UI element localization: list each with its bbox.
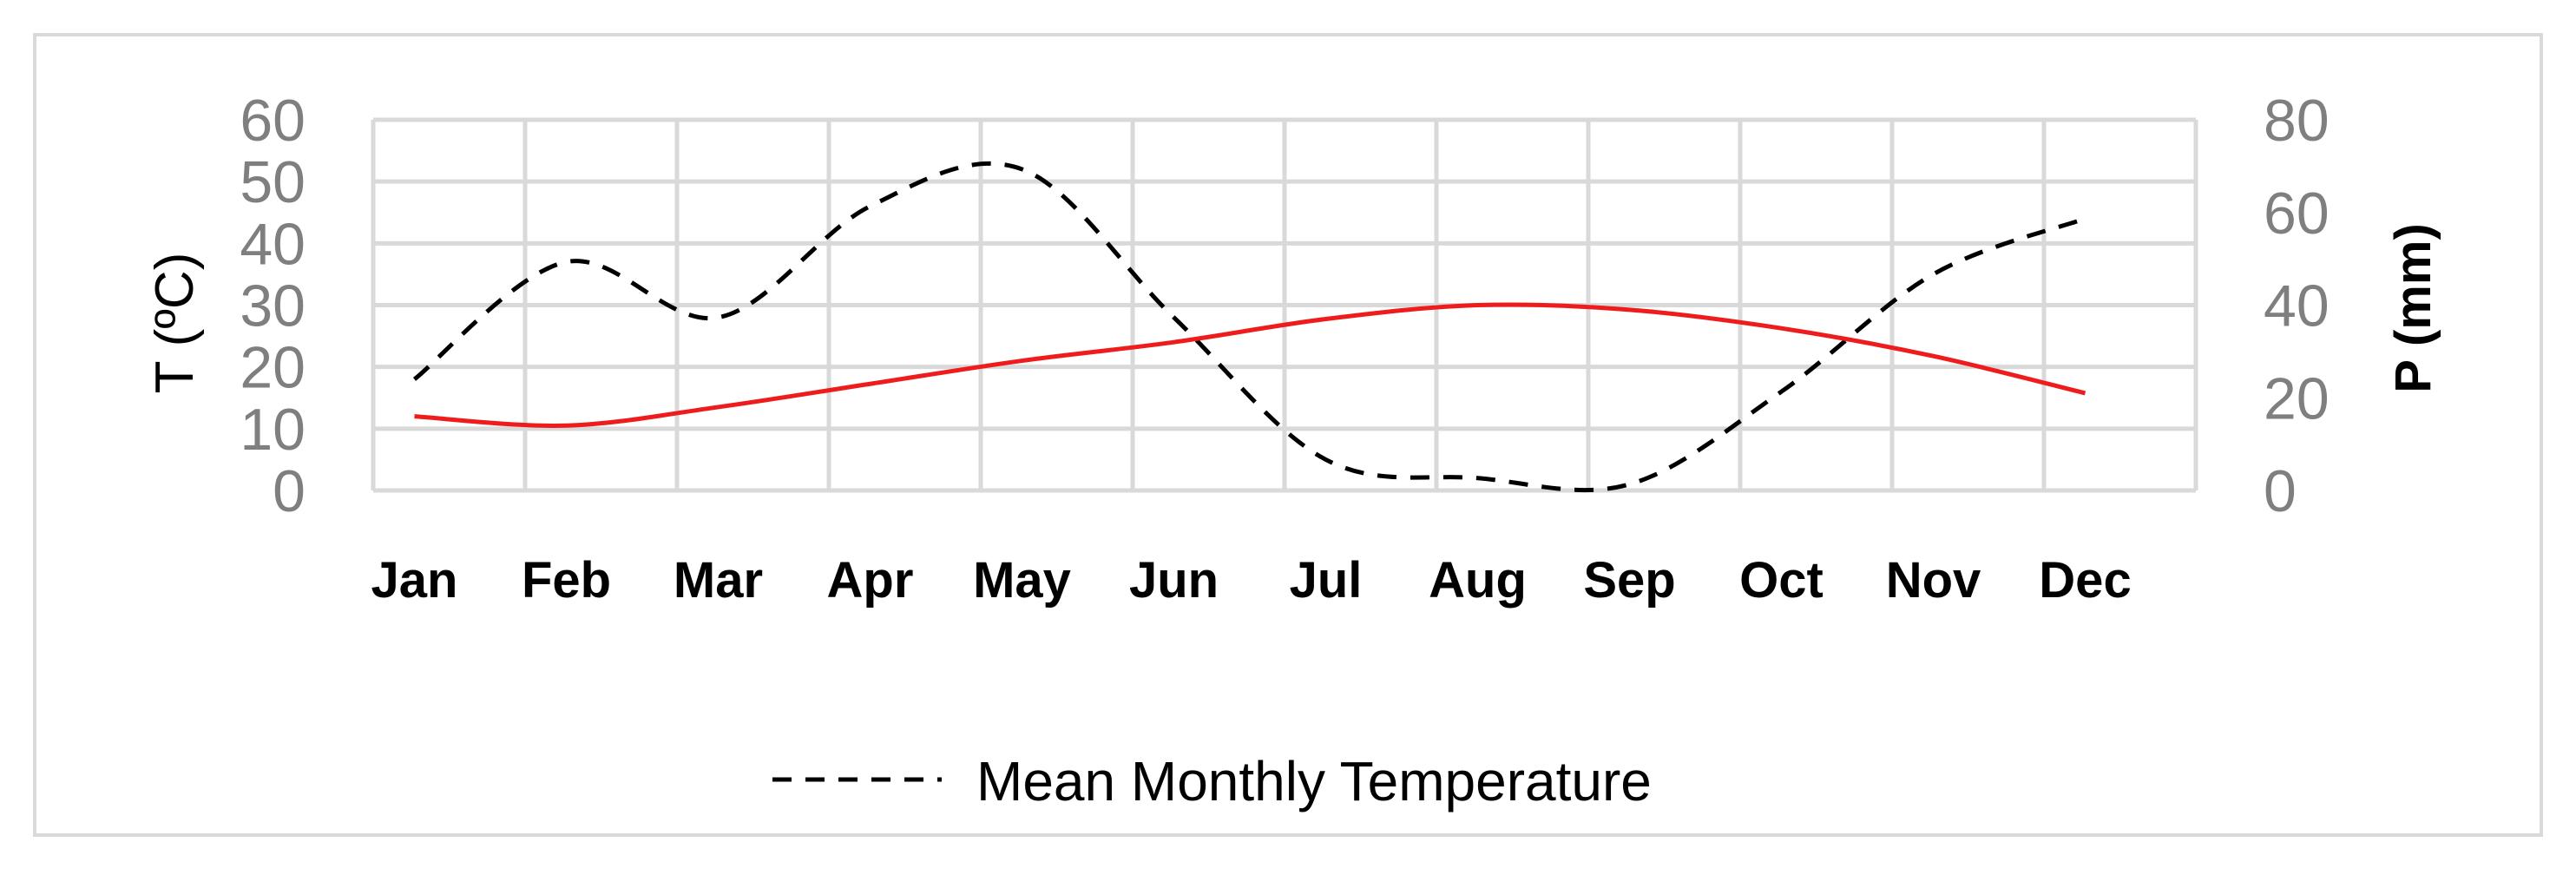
left-tick-label: 40 — [240, 211, 306, 277]
precipitation-series-line — [414, 302, 2086, 428]
right-axis-title: P (mm) — [2385, 223, 2441, 393]
right-tick-label: 20 — [2264, 365, 2330, 431]
x-tick-label: Sep — [1583, 552, 1675, 609]
x-axis-ticks: Jan Feb Mar Apr May Jun Jul Aug Sep Oct Nov Dec — [371, 552, 2132, 609]
x-tick-label: Jun — [1129, 552, 1219, 609]
right-axis-ticks: 0 20 40 60 80 — [2264, 88, 2330, 524]
left-axis-title: T (ºC) — [145, 253, 205, 394]
right-tick-label: 0 — [2264, 458, 2297, 524]
x-tick-label: Apr — [827, 552, 914, 609]
x-tick-label: Jan — [371, 552, 458, 609]
legend: Mean Monthly Temperature — [772, 750, 1652, 812]
x-tick-label: Mar — [674, 552, 763, 609]
x-tick-label: Jul — [1290, 552, 1363, 609]
x-tick-label: Dec — [2039, 552, 2131, 609]
right-tick-label: 60 — [2264, 181, 2330, 247]
right-tick-label: 80 — [2264, 88, 2330, 154]
chart-frame — [33, 33, 2543, 837]
left-tick-label: 30 — [240, 273, 306, 339]
right-tick-label: 40 — [2264, 273, 2330, 339]
x-tick-label: Feb — [522, 552, 611, 609]
x-tick-label: Oct — [1739, 552, 1824, 609]
legend-label: Mean Monthly Temperature — [976, 750, 1652, 812]
left-tick-label: 0 — [273, 458, 306, 524]
x-tick-label: Nov — [1886, 552, 1981, 609]
x-tick-label: May — [973, 552, 1071, 609]
temperature-series-line — [412, 161, 2086, 493]
grid — [371, 117, 2198, 493]
series — [412, 161, 2086, 493]
left-tick-label: 20 — [240, 335, 306, 401]
left-tick-label: 60 — [240, 88, 306, 154]
left-tick-label: 50 — [240, 149, 306, 215]
x-tick-label: Aug — [1429, 552, 1527, 609]
left-tick-label: 10 — [240, 397, 306, 463]
